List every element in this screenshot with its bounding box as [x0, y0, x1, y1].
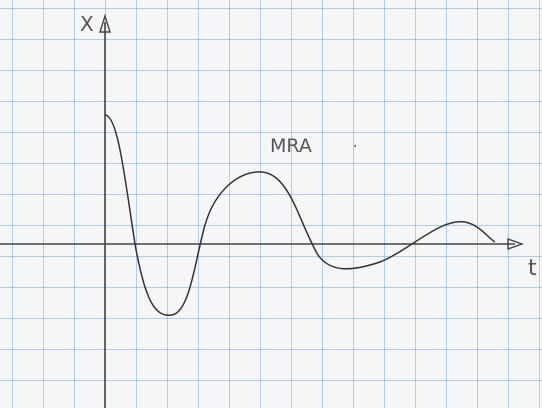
- vertical-axis-label: X: [80, 12, 94, 36]
- sketch: X t MRA: [0, 0, 542, 408]
- dot: [354, 145, 356, 147]
- page: X t MRA (() => { const data = JSON.parse…: [0, 0, 542, 408]
- curve-label: MRA: [270, 135, 312, 157]
- horizontal-axis-label: t: [528, 256, 537, 281]
